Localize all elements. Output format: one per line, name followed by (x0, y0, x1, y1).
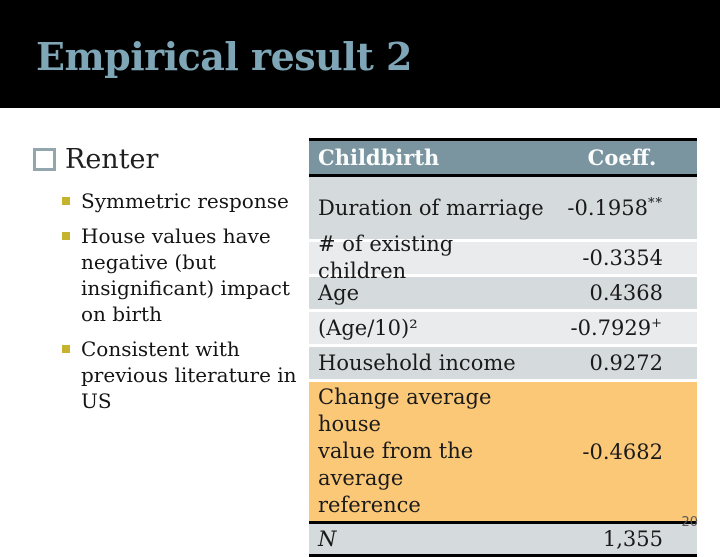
bullet-heading: Renter (65, 144, 159, 175)
square-bullet-icon (62, 197, 70, 205)
bullet-text: Symmetric response (81, 189, 289, 213)
table-row: N 1,355 (309, 521, 697, 554)
coeff-value: -0.1958 (567, 196, 648, 220)
coeff-value: 0.4368 (589, 281, 663, 305)
hollow-square-bullet-icon (33, 148, 56, 171)
page-number: 20 (681, 515, 698, 530)
row-label: (Age/10)² (318, 315, 418, 340)
list-item: House values have negative (but insignif… (62, 223, 309, 327)
row-label: # of existing children (318, 232, 454, 283)
row-value: -0.3354 (547, 246, 697, 270)
column-header-variable: Childbirth (318, 145, 440, 170)
table-row: Household income 0.9272 (309, 347, 697, 382)
bullet-text: House values have negative (but insignif… (81, 224, 290, 326)
table-row: # of existing children -0.3354 (309, 232, 697, 283)
bullet-heading-row: Renter (33, 144, 309, 175)
significance-mark: + (651, 316, 663, 331)
row-value: -0.7929+ (547, 316, 697, 340)
list-item: Symmetric response (62, 188, 309, 214)
row-value: 1,355 (547, 527, 697, 551)
row-value: 0.9272 (547, 351, 697, 375)
row-value: -0.4682 (547, 440, 697, 464)
column-header-coeff: Coeff. (587, 145, 657, 170)
table-row: (Age/10)² -0.7929+ (309, 312, 697, 347)
row-value: 0.4368 (547, 281, 697, 305)
row-value: -0.1958** (547, 196, 697, 220)
row-label: N (318, 526, 337, 551)
significance-mark: ** (648, 196, 663, 211)
regression-table: Childbirth Coeff. Duration of marriage -… (309, 138, 697, 557)
table-row: Age 0.4368 (309, 277, 697, 312)
row-label: Duration of marriage (318, 195, 544, 220)
title-bar (0, 0, 720, 108)
bullet-panel: Renter Symmetric response House values h… (33, 144, 309, 423)
table-row-highlighted: Change average house value from the aver… (309, 382, 697, 521)
sub-bullet-list: Symmetric response House values have neg… (33, 188, 309, 414)
slide-title: Empirical result 2 (36, 34, 412, 79)
coeff-value: -0.7929 (570, 316, 652, 340)
table-row: Duration of marriage -0.1958** (309, 177, 697, 242)
coeff-value: -0.4682 (582, 439, 663, 464)
coeff-value: -0.3354 (582, 246, 663, 270)
coeff-value: 1,355 (602, 527, 663, 551)
coeff-value: 0.9272 (589, 351, 663, 375)
row-label: Household income (318, 350, 516, 375)
bullet-text: Consistent with previous literature in U… (81, 337, 297, 413)
list-item: Consistent with previous literature in U… (62, 336, 309, 414)
row-label: Change average house value from the aver… (318, 385, 492, 517)
square-bullet-icon (62, 232, 70, 240)
table-header-row: Childbirth Coeff. (309, 141, 697, 177)
square-bullet-icon (62, 345, 70, 353)
row-label: Age (318, 280, 360, 305)
